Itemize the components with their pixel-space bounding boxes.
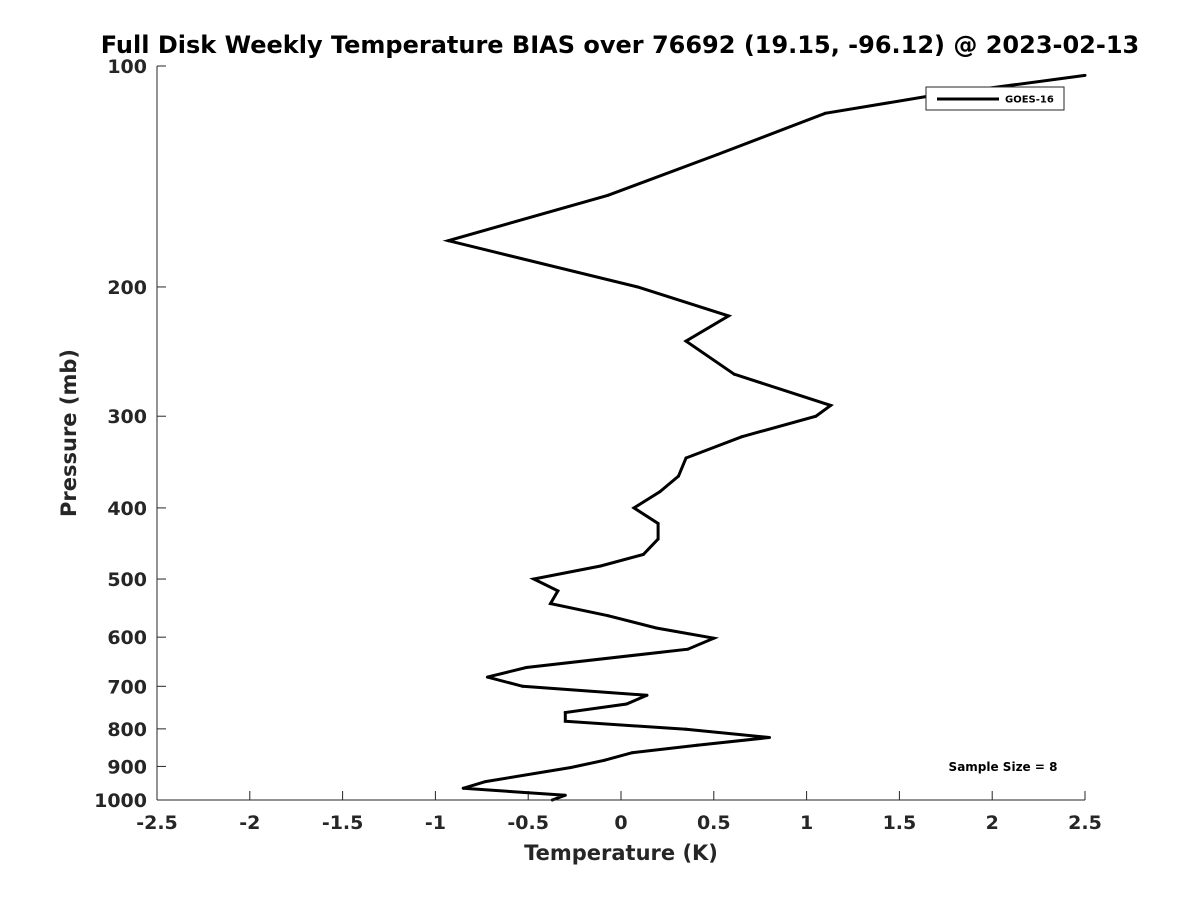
data-point	[532, 577, 536, 581]
chart-title: Full Disk Weekly Temperature BIAS over 7…	[101, 31, 1140, 59]
y-tick-label: 400	[107, 498, 147, 520]
data-point	[524, 666, 528, 669]
y-tick-label: 600	[107, 627, 147, 649]
data-point	[641, 553, 645, 556]
x-tick-label: -1	[425, 812, 446, 834]
data-point	[684, 339, 688, 343]
x-tick-label: -0.5	[507, 812, 549, 834]
x-tick-label: -2.5	[136, 812, 178, 834]
y-tick-label: 900	[107, 756, 147, 778]
data-points	[446, 73, 1087, 802]
data-point	[768, 736, 771, 739]
data-point	[695, 743, 699, 747]
legend: GOES-16	[925, 86, 1065, 111]
data-point	[636, 285, 640, 289]
y-tick-label: 1000	[94, 790, 147, 812]
data-point	[556, 589, 560, 593]
data-point	[656, 537, 660, 541]
plot-area	[157, 66, 1085, 800]
data-point	[654, 626, 658, 630]
y-tick-label: 500	[107, 569, 147, 591]
data-point	[599, 564, 603, 568]
data-point	[645, 693, 649, 697]
data-point	[606, 193, 610, 197]
data-point	[563, 711, 567, 714]
data-point	[656, 522, 660, 525]
y-tick-label: 200	[107, 277, 147, 299]
x-tick-label: 1.5	[883, 812, 917, 834]
data-point	[569, 766, 573, 769]
y-tick-label: 800	[107, 719, 147, 741]
x-tick-label: 0.5	[697, 812, 731, 834]
x-tick-label: -1.5	[322, 812, 364, 834]
data-point	[446, 239, 450, 243]
data-point	[829, 403, 833, 407]
y-axis-label: Pressure (mb)	[57, 349, 81, 517]
data-point	[814, 414, 818, 418]
data-point	[1083, 73, 1087, 77]
x-tick-label: 0	[614, 812, 627, 834]
y-axis-ticks: 100 200 300 400 500 600 700 800 900 1000	[94, 56, 166, 812]
data-point	[484, 780, 487, 784]
data-point	[521, 684, 525, 688]
data-point	[630, 751, 634, 755]
x-tick-label: 2.5	[1068, 812, 1102, 834]
data-point	[712, 636, 716, 640]
data-point	[684, 727, 688, 731]
data-point	[658, 490, 662, 494]
y-tick-label: 100	[107, 56, 147, 78]
data-point	[686, 647, 690, 651]
data-point	[606, 614, 610, 618]
y-tick-label: 700	[107, 676, 147, 698]
data-point	[823, 111, 827, 115]
sample-size-annotation: Sample Size = 8	[949, 760, 1058, 774]
data-point	[732, 372, 736, 376]
data-point	[740, 435, 744, 439]
data-point	[461, 786, 465, 790]
data-point	[727, 314, 731, 318]
data-point	[563, 793, 567, 797]
x-axis-ticks: -2.5 -2 -1.5 -1 -0.5 0 0.5 1 1.5 2 2.5	[136, 791, 1102, 834]
data-point	[677, 474, 680, 478]
data-point	[632, 506, 636, 510]
legend-label-goes-16: GOES-16	[1005, 95, 1054, 106]
data-point	[549, 602, 552, 606]
x-tick-label: 2	[986, 812, 999, 834]
x-axis-label: Temperature (K)	[524, 841, 718, 865]
data-point	[485, 675, 489, 679]
x-tick-label: 1	[800, 812, 813, 834]
y-tick-label: 300	[107, 406, 147, 428]
data-point	[625, 702, 629, 706]
data-point	[684, 456, 688, 460]
data-point	[602, 758, 606, 762]
data-point	[563, 719, 567, 723]
data-point	[716, 153, 719, 156]
x-tick-label: -2	[239, 812, 260, 834]
